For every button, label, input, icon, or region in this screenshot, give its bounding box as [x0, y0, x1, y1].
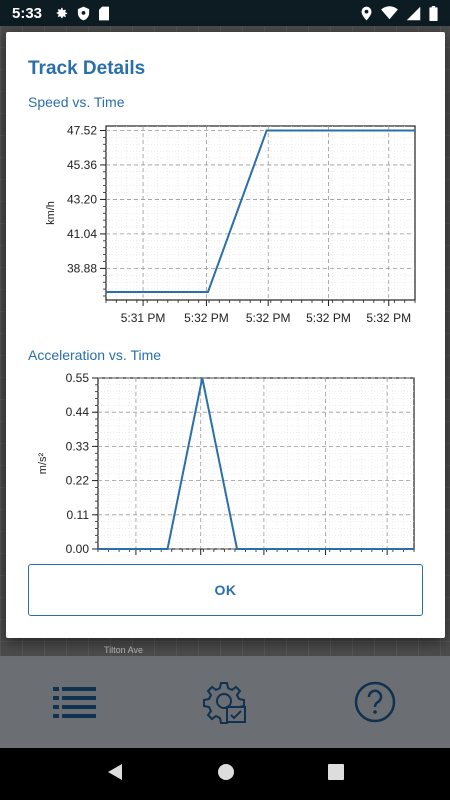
speed-xtick-label: 5:32 PM — [184, 311, 229, 325]
accel-ytick-label: 0.44 — [66, 405, 90, 419]
sd-card-icon — [98, 6, 110, 21]
location-icon — [360, 6, 373, 21]
speed-xtick-label: 5:31 PM — [121, 311, 166, 325]
dialog-title: Track Details — [28, 58, 146, 79]
list-button[interactable] — [45, 672, 105, 732]
settings-button[interactable] — [195, 672, 255, 732]
back-triangle-icon — [108, 763, 123, 780]
list-icon — [53, 687, 96, 718]
home-button[interactable] — [217, 763, 235, 786]
speed-ytick-label: 38.88 — [67, 261, 97, 275]
speed-series-line — [106, 129, 415, 294]
accel-ytick-label: 0.00 — [66, 542, 90, 556]
bottom-toolbar — [0, 656, 450, 748]
battery-icon — [429, 5, 438, 21]
accel-ytick-label: 0.22 — [66, 474, 90, 488]
accel-ylabel: m/s² — [37, 452, 49, 474]
system-nav-bar — [0, 748, 450, 800]
accel-ytick-label: 0.11 — [67, 508, 90, 522]
recents-button[interactable] — [327, 763, 344, 785]
accel-ytick-label: 0.33 — [66, 439, 90, 453]
track-details-dialog: Track Details Speed vs. Time 38.88 41.04 4… — [6, 32, 445, 638]
ok-button[interactable]: OK — [28, 564, 423, 616]
speed-chart-title: Speed vs. Time — [28, 94, 125, 110]
map-street-label: Tilton Ave — [104, 645, 144, 655]
recents-square-icon — [327, 763, 344, 780]
speed-chart: 38.88 41.04 43.20 45.36 47.52 5:31 PM 5:32 PM 5… — [45, 123, 416, 325]
acceleration-chart: 0.00 0.11 0.22 0.33 0.44 0.55 m/s² — [37, 371, 415, 556]
wifi-icon — [381, 6, 398, 20]
speed-ytick-label: 41.04 — [67, 227, 97, 241]
help-icon — [354, 681, 396, 723]
home-circle-icon — [217, 763, 234, 780]
accel-ytick-label: 0.55 — [66, 371, 90, 385]
speed-ytick-label: 47.52 — [67, 123, 97, 137]
speed-xtick-label: 5:32 PM — [366, 311, 411, 325]
help-button[interactable] — [345, 672, 405, 732]
status-bar: 5:33 — [0, 0, 450, 26]
shield-icon — [77, 6, 90, 21]
settings-gear-icon — [203, 682, 246, 724]
accel-chart-title: Acceleration vs. Time — [28, 347, 162, 363]
speed-ytick-label: 45.36 — [67, 158, 97, 172]
speed-xtick-label: 5:32 PM — [306, 311, 351, 325]
signal-icon — [406, 6, 421, 21]
status-time: 5:33 — [12, 4, 43, 22]
speed-ylabel: km/h — [45, 201, 57, 225]
gear-icon — [54, 6, 69, 21]
speed-xtick-label: 5:32 PM — [246, 311, 291, 325]
speed-ytick-label: 43.20 — [67, 192, 97, 206]
back-button[interactable] — [106, 763, 124, 786]
accel-plot-frame — [97, 377, 415, 550]
